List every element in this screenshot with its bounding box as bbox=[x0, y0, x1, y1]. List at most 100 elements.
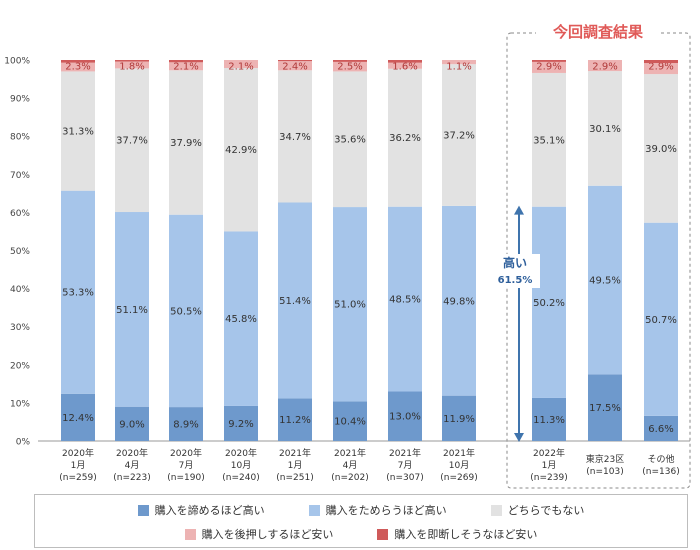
bar-segment-0 bbox=[61, 393, 95, 441]
x-tick-label: (n=239) bbox=[530, 473, 567, 483]
bar-segment-2 bbox=[61, 71, 95, 191]
bar-segment-4 bbox=[532, 60, 566, 62]
y-tick-label: 80% bbox=[10, 133, 30, 143]
y-tick-label: 40% bbox=[10, 285, 30, 295]
data-label: 45.8% bbox=[225, 314, 257, 325]
data-label: 42.9% bbox=[225, 145, 257, 156]
data-label: 2.9% bbox=[592, 62, 617, 73]
data-label: 50.2% bbox=[533, 298, 565, 309]
legend-item-series-4: 購入を即断しそうなほど安い bbox=[377, 526, 537, 542]
x-tick-label: (n=259) bbox=[59, 473, 96, 483]
x-tick-label: 2021年 bbox=[389, 447, 421, 459]
x-tick-label: 1月 bbox=[71, 460, 86, 471]
legend-label-1: 購入をためらうほど高い bbox=[325, 504, 447, 517]
bar-segment-1 bbox=[644, 222, 678, 416]
bar-segment-0 bbox=[388, 391, 422, 441]
legend-swatch-1 bbox=[308, 504, 320, 516]
data-label: 30.1% bbox=[589, 124, 621, 135]
bar-segment-0 bbox=[532, 397, 566, 441]
legend-swatch-0 bbox=[137, 504, 149, 516]
x-tick-label: 東京23区 bbox=[586, 453, 624, 465]
legend-swatch-2 bbox=[490, 504, 502, 516]
bar-segment-3 bbox=[532, 61, 566, 73]
legend-label-3: 購入を後押しするほど安い bbox=[201, 528, 334, 541]
legend: 購入を諦めるほど高い 購入をためらうほど高い どちらでもない 購入を後押しするほ… bbox=[34, 494, 688, 548]
bar-segment-2 bbox=[333, 71, 367, 208]
bar-segment-2 bbox=[588, 71, 622, 186]
y-tick-label: 10% bbox=[10, 399, 30, 409]
x-tick-label: 7月 bbox=[398, 460, 413, 471]
data-label: 37.7% bbox=[116, 136, 148, 147]
data-label: 37.9% bbox=[170, 138, 202, 149]
bar-segment-2 bbox=[224, 68, 258, 232]
x-tick-label: 2020年 bbox=[62, 447, 94, 459]
data-label: 34.7% bbox=[279, 132, 311, 143]
bar-segment-1 bbox=[224, 231, 258, 406]
bar-segment-0 bbox=[278, 398, 312, 441]
x-tick-label: 2022年 bbox=[533, 447, 565, 459]
data-label: 2.9% bbox=[536, 62, 561, 73]
legend-label-0: 購入を諦めるほど高い bbox=[154, 504, 265, 517]
y-tick-label: 30% bbox=[10, 323, 30, 333]
data-label: 11.9% bbox=[443, 414, 475, 425]
x-tick-label: 2020年 bbox=[225, 447, 257, 459]
data-label: 2.1% bbox=[173, 62, 198, 73]
x-tick-label: 1月 bbox=[542, 460, 557, 471]
legend-item-series-2: どちらでもない bbox=[490, 502, 585, 518]
bar-segment-2 bbox=[115, 68, 149, 213]
data-label: 2.9% bbox=[648, 62, 673, 73]
bar-segment-3 bbox=[442, 60, 476, 65]
x-tick-label: 7月 bbox=[179, 460, 194, 471]
data-label: 37.2% bbox=[443, 131, 475, 142]
bar-segment-4 bbox=[333, 60, 367, 62]
bar-segment-1 bbox=[588, 185, 622, 375]
data-label: 39.0% bbox=[645, 144, 677, 155]
callout-title: 今回調査結果 bbox=[536, 21, 660, 42]
bar-segment-2 bbox=[278, 70, 312, 203]
x-tick-label: (n=240) bbox=[222, 473, 259, 483]
bar-segment-1 bbox=[442, 205, 476, 396]
bar-segment-0 bbox=[115, 406, 149, 441]
bar-segment-4 bbox=[169, 60, 203, 63]
bar-segment-2 bbox=[644, 74, 678, 223]
bar-segment-3 bbox=[115, 61, 149, 69]
data-label: 35.6% bbox=[334, 135, 366, 146]
bar-segment-0 bbox=[644, 415, 678, 441]
legend-swatch-4 bbox=[377, 528, 389, 540]
y-tick-label: 100% bbox=[4, 57, 30, 67]
data-label: 35.1% bbox=[533, 135, 565, 146]
x-tick-label: 2020年 bbox=[170, 447, 202, 459]
arrow-head-down bbox=[514, 433, 524, 442]
bar-segment-3 bbox=[388, 62, 422, 69]
y-tick-label: 50% bbox=[10, 247, 30, 257]
data-label: 50.7% bbox=[645, 315, 677, 326]
bar-segment-4 bbox=[278, 60, 312, 62]
arrow-head-up bbox=[514, 205, 524, 215]
bar-segment-1 bbox=[278, 202, 312, 399]
bar-segment-4 bbox=[388, 60, 422, 63]
bar-segment-2 bbox=[532, 72, 566, 207]
bar-segment-4 bbox=[644, 60, 678, 64]
x-tick-label: (n=251) bbox=[276, 473, 313, 483]
y-tick-label: 20% bbox=[10, 361, 30, 371]
legend-item-series-0: 購入を諦めるほど高い bbox=[137, 502, 265, 518]
data-label: 17.5% bbox=[589, 403, 621, 414]
data-label: 9.0% bbox=[119, 419, 144, 430]
y-tick-label: 70% bbox=[10, 171, 30, 181]
legend-label-2: どちらでもない bbox=[507, 504, 585, 517]
data-label: 2.5% bbox=[337, 62, 362, 73]
data-label: 12.4% bbox=[62, 413, 94, 424]
data-label: 10.4% bbox=[334, 417, 366, 428]
x-tick-label: 1月 bbox=[288, 460, 303, 471]
x-tick-label: 2021年 bbox=[279, 447, 311, 459]
data-label: 51.4% bbox=[279, 296, 311, 307]
x-tick-label: 10月 bbox=[449, 460, 469, 471]
annotation-bg bbox=[500, 254, 540, 288]
data-label: 50.5% bbox=[170, 306, 202, 317]
x-tick-label: (n=223) bbox=[113, 473, 150, 483]
bar-segment-3 bbox=[588, 60, 622, 72]
x-tick-label: (n=190) bbox=[167, 473, 204, 483]
data-label: 53.3% bbox=[62, 288, 94, 299]
data-label: 1.8% bbox=[119, 62, 144, 73]
x-tick-label: 2021年 bbox=[334, 447, 366, 459]
